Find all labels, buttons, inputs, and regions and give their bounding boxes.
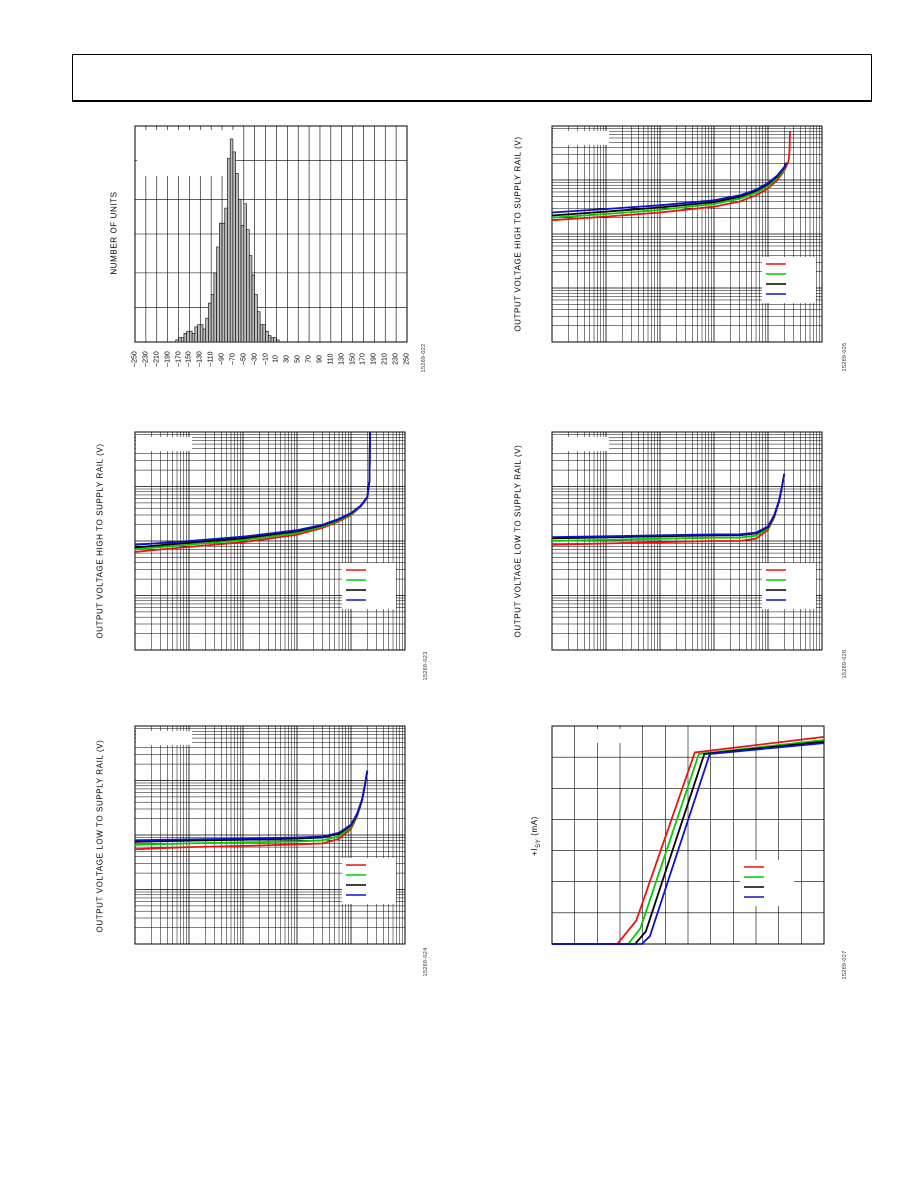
vol-left-condition-box [136,731,192,745]
figure-code-c6: 15269-027 [842,950,848,980]
vol-right-condition-box [553,437,609,451]
voh-left-series-3 [134,431,371,546]
vol-right-series-3 [551,473,786,538]
isy-y-label-main: +I [530,847,540,856]
voh-right-series-0 [551,131,791,222]
voh-right-condition-box [553,131,609,145]
isy-y-axis-label: +ISY (mA) [530,816,542,856]
histogram-condition-box [137,130,235,176]
voh-right-series-3 [551,162,788,214]
isy-y-label-sub: SY [535,838,542,848]
histogram-bar [276,339,280,343]
vol-left-series-3 [134,770,369,842]
page-header-box [72,54,872,102]
isy-condition-box [578,729,622,743]
isy-y-label-unit: (mA) [530,816,540,839]
isy-series-3 [552,742,825,945]
voh-right-series-1 [551,162,788,219]
voh-left-condition-box [136,437,192,451]
